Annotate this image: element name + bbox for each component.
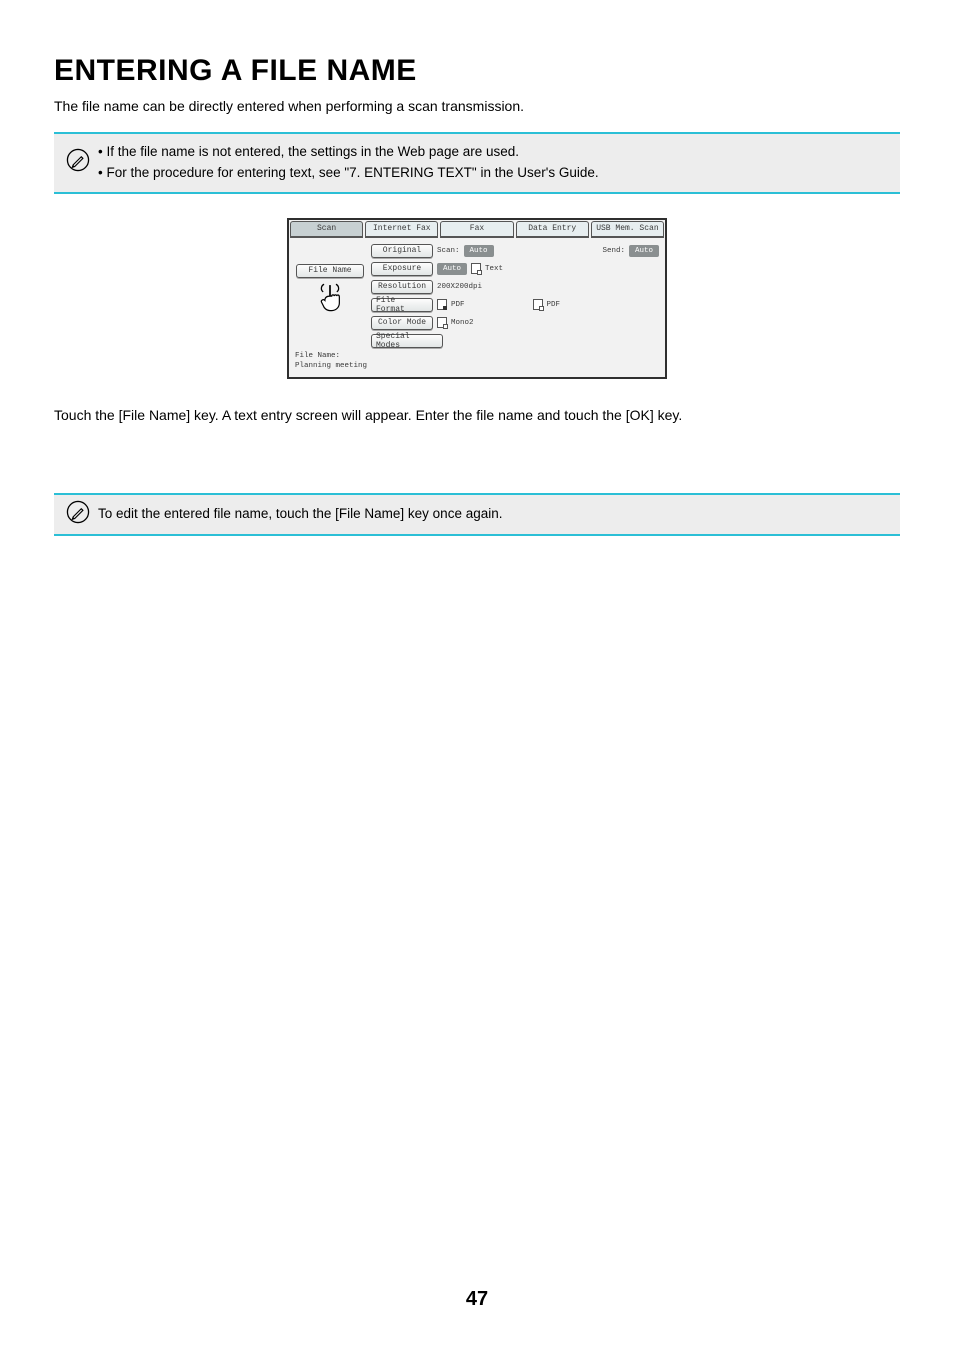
tab-usb-mem-scan[interactable]: USB Mem. Scan [591,221,664,238]
file-format-pdf-2: PDF [547,301,561,309]
scan-auto-pill: Auto [464,245,494,257]
page-subtitle: The file name can be directly entered wh… [54,98,900,114]
file-format-pdf-1: PDF [451,301,465,309]
exposure-text-label: Text [485,265,503,273]
mono-icon [437,317,447,328]
tab-internet-fax[interactable]: Internet Fax [365,221,438,238]
file-bw-icon [533,299,543,310]
note-box-bottom: To edit the entered file name, touch the… [54,493,900,536]
note-bottom-text: To edit the entered file name, touch the… [98,506,503,521]
exposure-auto-pill: Auto [437,263,467,275]
page-number: 47 [0,1288,954,1311]
resolution-value: 200X200dpi [437,283,482,291]
resolution-button[interactable]: Resolution [371,280,433,294]
device-screen: Scan Internet Fax Fax Data Entry USB Mem… [287,218,667,380]
instruction-text: Touch the [File Name] key. A text entry … [54,407,900,423]
screen-filename-value: Planning meeting [295,362,659,372]
pointer-hand-icon [313,280,347,317]
note-top-item-1: If the file name is not entered, the set… [98,142,890,163]
pencil-note-icon [65,499,91,530]
page-title: ENTERING A FILE NAME [54,54,900,88]
note-box-top: If the file name is not entered, the set… [54,132,900,194]
file-color-icon [437,299,447,310]
tab-scan[interactable]: Scan [290,221,363,238]
send-label: Send: [602,247,625,255]
page-icon [471,263,481,274]
original-button[interactable]: Original [371,244,433,258]
screen-filename-label: File Name: [295,352,659,362]
color-mode-button[interactable]: Color Mode [371,316,433,330]
exposure-button[interactable]: Exposure [371,262,433,276]
file-name-button[interactable]: File Name [296,264,364,278]
special-modes-button[interactable]: Special Modes [371,334,443,348]
pencil-note-icon [65,147,91,178]
tab-fax[interactable]: Fax [440,221,513,238]
file-format-button[interactable]: File Format [371,298,433,312]
send-auto-pill: Auto [629,245,659,257]
color-mode-value: Mono2 [451,319,474,327]
scan-label: Scan: [437,247,460,255]
note-top-item-2: For the procedure for entering text, see… [98,163,890,184]
tab-data-entry[interactable]: Data Entry [516,221,589,238]
